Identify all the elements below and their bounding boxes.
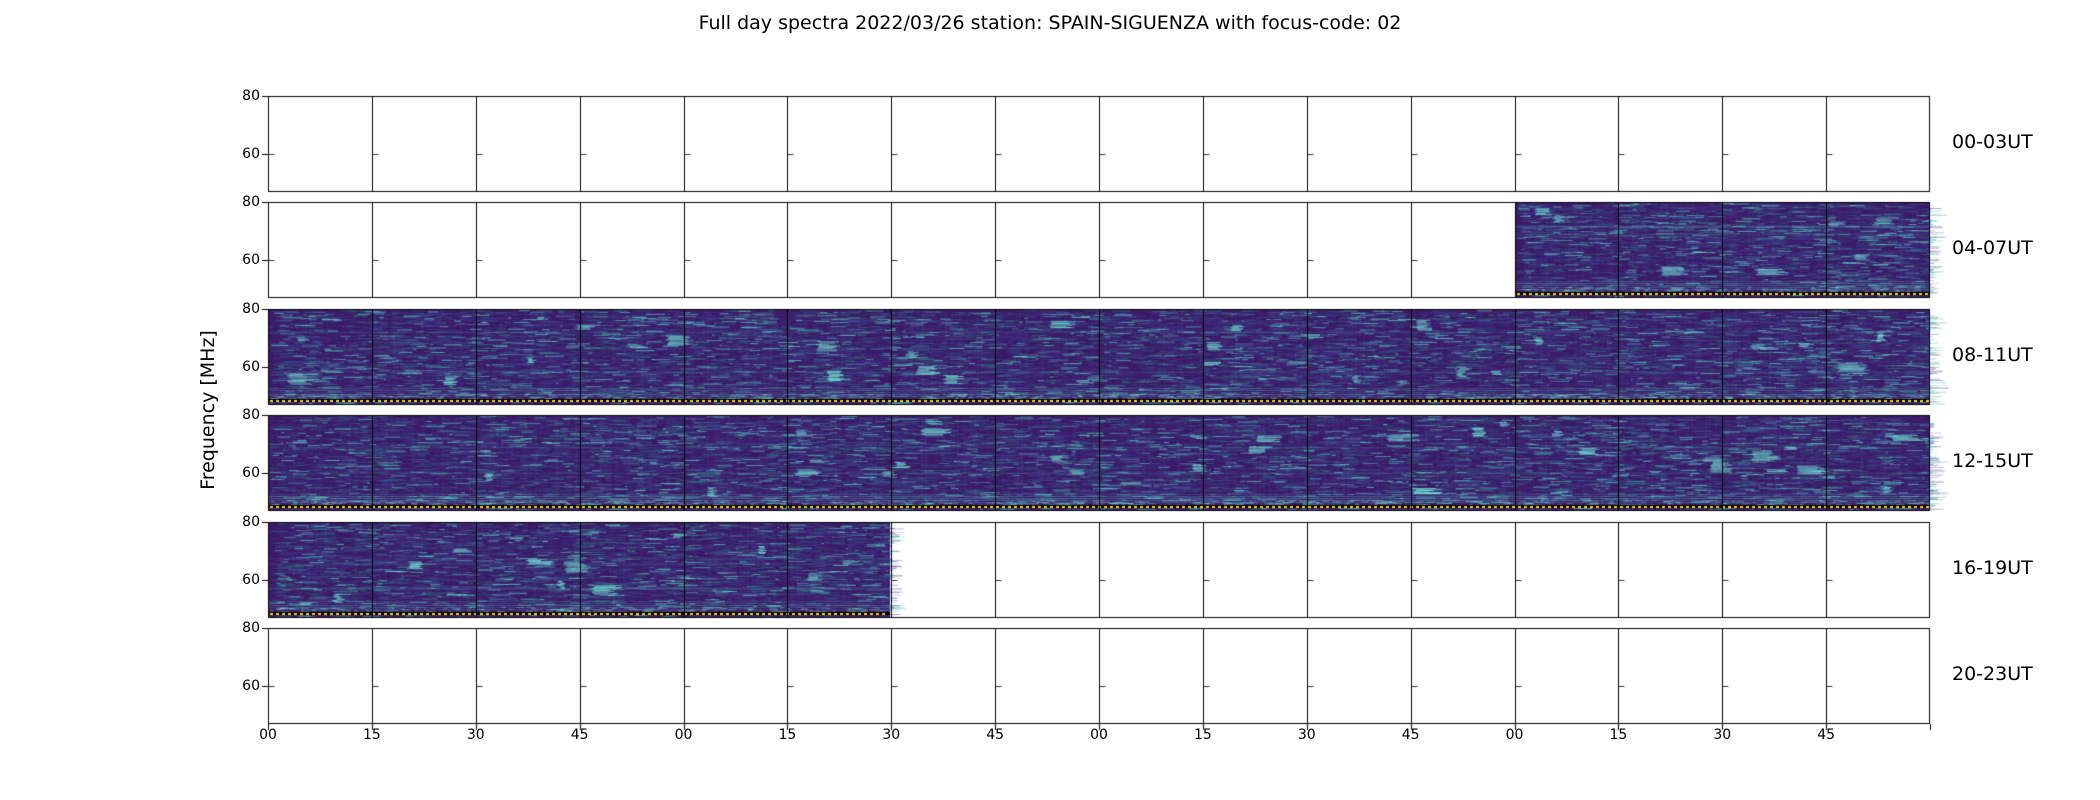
- x-tick-label: 00: [674, 727, 693, 743]
- row-label: 16-19UT: [1952, 557, 2033, 579]
- x-tick-label: 30: [1297, 727, 1316, 743]
- row-label: 04-07UT: [1952, 237, 2033, 259]
- row-label: 20-23UT: [1952, 663, 2033, 685]
- x-tick-label: 45: [986, 727, 1005, 743]
- y-tick-80: 80: [242, 88, 260, 104]
- x-tick-label: 15: [1609, 727, 1628, 743]
- x-tick-label: 30: [1713, 727, 1732, 743]
- y-tick-80: 80: [242, 407, 260, 423]
- y-tick-60: 60: [242, 252, 260, 268]
- y-tick-60: 60: [242, 359, 260, 375]
- row-label: 12-15UT: [1952, 450, 2033, 472]
- row-label: 00-03UT: [1952, 131, 2033, 153]
- y-tick-80: 80: [242, 514, 260, 530]
- x-tick-label: 00: [1090, 727, 1108, 743]
- x-tick-label: 15: [778, 727, 797, 743]
- figure-title: Full day spectra 2022/03/26 station: SPA…: [698, 12, 1402, 34]
- x-tick-label: 45: [1401, 727, 1420, 743]
- y-tick-60: 60: [242, 465, 260, 481]
- x-tick-label: 30: [466, 727, 485, 743]
- y-tick-80: 80: [242, 301, 260, 317]
- y-tick-60: 60: [242, 146, 260, 162]
- row-label: 08-11UT: [1952, 344, 2033, 366]
- x-tick-label: 45: [1817, 727, 1836, 743]
- y-tick-80: 80: [242, 620, 260, 636]
- x-tick-label: 15: [1193, 727, 1212, 743]
- y-tick-80: 80: [242, 194, 260, 210]
- y-tick-60: 60: [242, 678, 260, 694]
- y-tick-60: 60: [242, 572, 260, 588]
- x-tick-label: 45: [570, 727, 589, 743]
- y-axis-label: Frequency [MHz]: [197, 330, 219, 490]
- x-tick-label: 00: [1505, 727, 1524, 743]
- x-tick-label: 30: [882, 727, 901, 743]
- x-tick-label: 15: [362, 727, 381, 743]
- x-tick-label: 00: [259, 727, 277, 743]
